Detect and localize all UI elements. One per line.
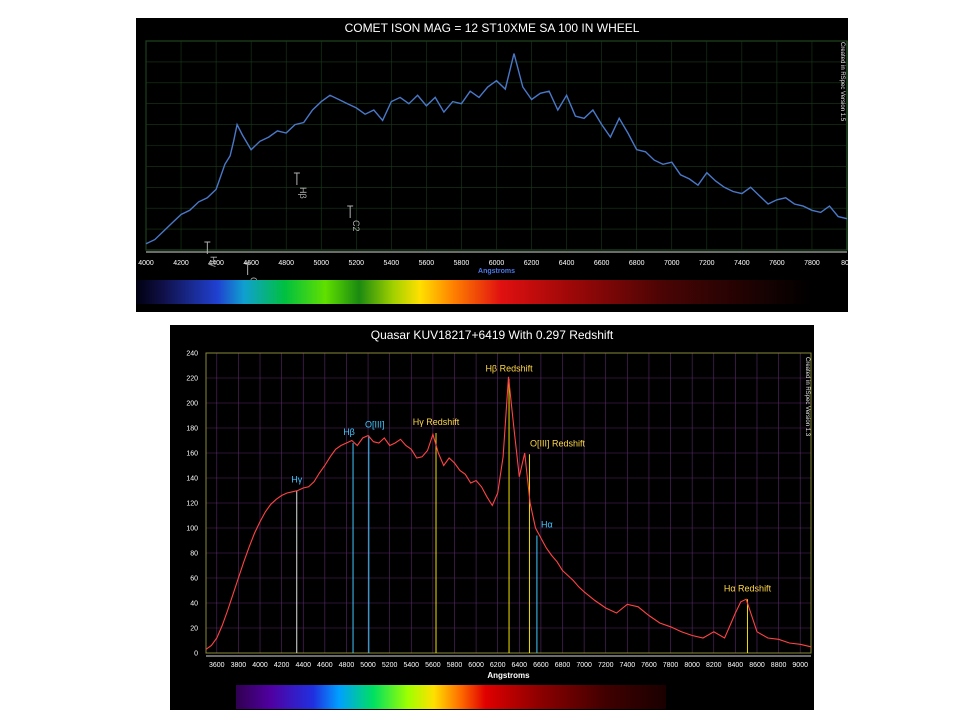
comet-x-tick-label: 7400 [734, 260, 750, 267]
quasar-x-tick-label: 5000 [360, 662, 376, 669]
quasar-x-tick-label: 9000 [792, 662, 808, 669]
comet-x-tick-label: 6400 [559, 260, 575, 267]
quasar-x-tick-label: 5200 [382, 662, 398, 669]
quasar-spectrum-line [205, 376, 812, 650]
comet-annotation-label: Hβ [298, 187, 308, 199]
comet-x-tick-label: 4400 [208, 260, 224, 267]
quasar-x-tick-label: 4200 [274, 662, 290, 669]
quasar-y-tick-label: 100 [186, 526, 198, 533]
comet-x-tick-label: 6600 [594, 260, 610, 267]
quasar-y-tick-label: 0 [194, 651, 198, 658]
comet-color-strip [136, 280, 812, 304]
comet-spectrum-line [145, 53, 848, 245]
quasar-x-tick-label: 6800 [555, 662, 571, 669]
comet-credit-text: Created in RSpec Version 1.5 [839, 42, 845, 122]
comet-x-tick-label: 7000 [664, 260, 680, 267]
quasar-x-tick-label: 5400 [403, 662, 419, 669]
quasar-y-tick-label: 20 [190, 626, 198, 633]
quasar-plot-frame [205, 352, 812, 654]
quasar-x-tick-label: 7200 [598, 662, 614, 669]
quasar-marker-label: Hγ Redshift [413, 417, 460, 427]
quasar-marker-label: Hγ [291, 475, 302, 485]
comet-x-tick-label: 7600 [769, 260, 785, 267]
comet-x-tick-label: 7200 [699, 260, 715, 267]
quasar-chart-title: Quasar KUV18217+6419 With 0.297 Redshift [370, 328, 614, 342]
comet-x-tick-label: 5200 [349, 260, 365, 267]
quasar-chart-svg: 0 20 40 60 80 100 120 140 160 180 200 220 240 3600 380… [186, 351, 812, 680]
quasar-y-tick-label: 140 [186, 476, 198, 483]
quasar-x-tick-label: 5800 [447, 662, 463, 669]
comet-x-tick-label: 5600 [419, 260, 435, 267]
quasar-x-tick-label: 6000 [468, 662, 484, 669]
quasar-x-tick-label: 7000 [576, 662, 592, 669]
quasar-x-tick-label: 8200 [706, 662, 722, 669]
quasar-x-tick-label: 5600 [425, 662, 441, 669]
quasar-x-tick-label: 8400 [728, 662, 744, 669]
quasar-spectrum-panel: Quasar KUV18217+6419 With 0.297 Redshift… [170, 325, 814, 710]
comet-x-tick-label: 5400 [384, 260, 400, 267]
comet-x-tick-label: 6800 [629, 260, 645, 267]
quasar-x-tick-label: 7800 [663, 662, 679, 669]
comet-chart-svg: 4000 4200 4400 4600 4800 5000 5200 5400 5600 5800… [138, 40, 848, 289]
quasar-x-tick-label: 8000 [684, 662, 700, 669]
quasar-y-tick-label: 40 [190, 601, 198, 608]
comet-x-tick-label: 4600 [243, 260, 259, 267]
quasar-marker-label: Hβ Redshift [485, 363, 533, 373]
quasar-color-strip [236, 685, 666, 709]
quasar-y-tick-label: 80 [190, 551, 198, 558]
comet-x-tick-label: 5800 [454, 260, 470, 267]
quasar-y-tick-label: 160 [186, 451, 198, 458]
comet-x-tick-label: 4000 [138, 260, 154, 267]
quasar-y-tick-label: 240 [186, 351, 198, 358]
quasar-x-tick-label: 4800 [339, 662, 355, 669]
comet-chart-title: COMET ISON MAG = 12 ST10XME SA 100 IN WH… [344, 21, 640, 35]
quasar-x-tick-label: 6200 [490, 662, 506, 669]
quasar-x-tick-label: 4400 [295, 662, 311, 669]
quasar-marker-label: Hα Redshift [724, 583, 772, 593]
quasar-y-tick-label: 180 [186, 426, 198, 433]
quasar-x-tick-label: 7400 [620, 662, 636, 669]
comet-annotation-label: C2 [351, 220, 361, 232]
quasar-x-tick-label: 6600 [533, 662, 549, 669]
quasar-x-tick-label: 3800 [231, 662, 247, 669]
quasar-credit-text: Created in RSpec Version 1.3 [804, 357, 810, 437]
comet-spectrum-panel: COMET ISON MAG = 12 ST10XME SA 100 IN WH… [136, 18, 848, 312]
comet-x-tick-label: 7800 [804, 260, 820, 267]
quasar-y-tick-label: 220 [186, 376, 198, 383]
quasar-y-tick-label: 60 [190, 576, 198, 583]
comet-x-tick-label: 6000 [489, 260, 505, 267]
comet-x-axis-label: Angstroms [478, 268, 515, 275]
quasar-x-axis-label: Angstroms [487, 671, 530, 680]
quasar-marker-label: Hβ [343, 427, 355, 437]
quasar-x-tick-label: 8800 [771, 662, 787, 669]
quasar-x-tick-label: 8600 [749, 662, 765, 669]
quasar-x-tick-label: 6400 [512, 662, 528, 669]
quasar-marker-label: O[III] Redshift [530, 438, 586, 448]
comet-x-tick-label: 5000 [313, 260, 329, 267]
quasar-x-tick-label: 3600 [209, 662, 225, 669]
comet-x-tick-label: 4800 [278, 260, 294, 267]
comet-x-tick-label: 4200 [173, 260, 189, 267]
quasar-x-tick-label: 7600 [641, 662, 657, 669]
comet-x-tick-label: 6200 [524, 260, 540, 267]
quasar-y-tick-label: 120 [186, 501, 198, 508]
quasar-y-tick-label: 200 [186, 401, 198, 408]
comet-x-tick-label: 800 [841, 260, 848, 267]
quasar-x-tick-label: 4600 [317, 662, 333, 669]
quasar-marker-label: O[III] [365, 420, 385, 430]
quasar-marker-label: Hα [541, 520, 553, 530]
quasar-x-tick-label: 4000 [252, 662, 268, 669]
comet-annotation-label: Hγ [208, 256, 218, 267]
